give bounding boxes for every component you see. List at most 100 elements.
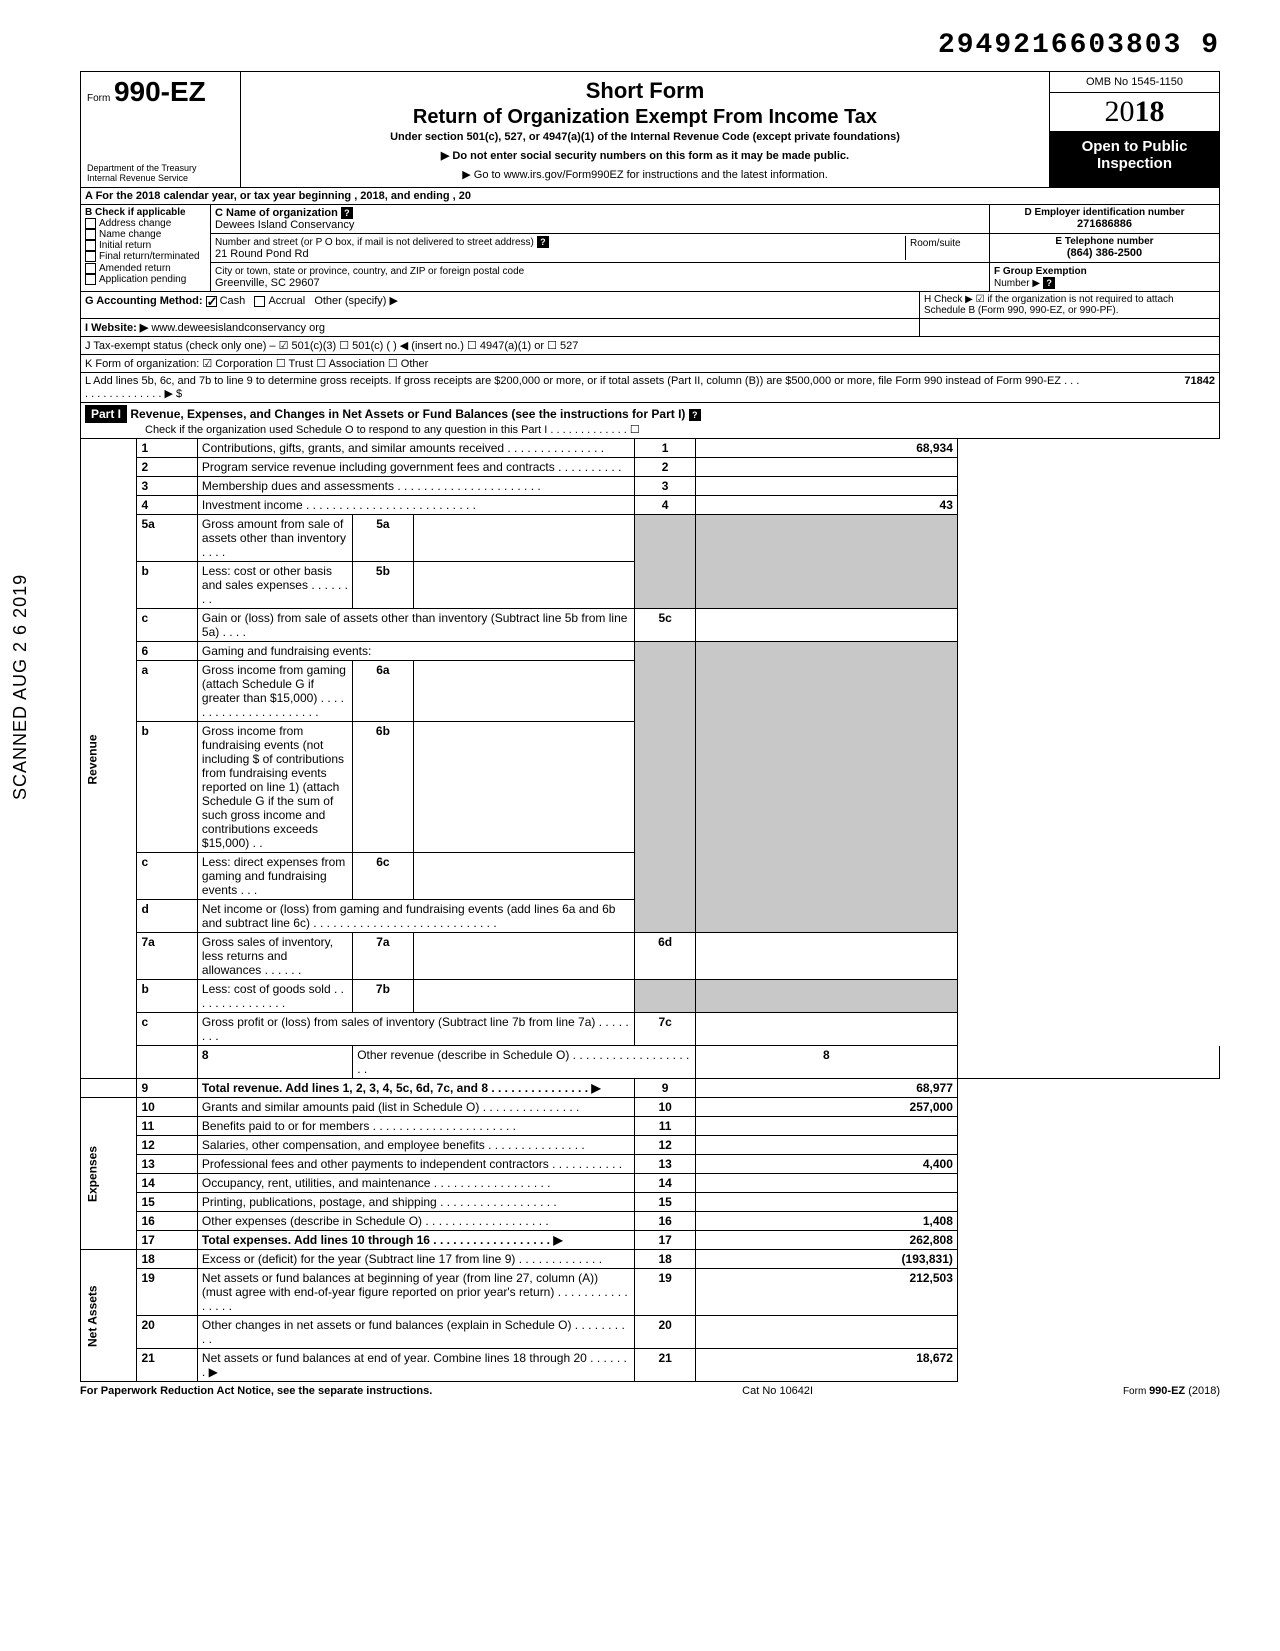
line-8-desc: Other revenue (describe in Schedule O) .… (353, 1046, 696, 1079)
check-final-return[interactable] (85, 251, 96, 262)
side-revenue-end (137, 1046, 197, 1079)
line-11-box: 11 (635, 1117, 695, 1136)
line-6c-ibox: 6c (353, 853, 413, 900)
row-i-label: I Website: ▶ (85, 322, 148, 334)
line-21-val: 18,672 (695, 1349, 957, 1382)
line-2-num: 2 (137, 458, 197, 477)
check-cash[interactable] (206, 296, 217, 307)
line-5b-num: b (137, 562, 197, 609)
help-icon[interactable]: ? (341, 207, 353, 219)
form-number: 990-EZ (114, 76, 206, 107)
line-1-desc: Contributions, gifts, grants, and simila… (197, 439, 634, 458)
line-14-desc: Occupancy, rent, utilities, and maintena… (197, 1174, 634, 1193)
line-17-desc: Total expenses. Add lines 10 through 16 … (197, 1231, 634, 1250)
row-j: J Tax-exempt status (check only one) – ☑… (81, 337, 1219, 354)
line-6d-num: d (137, 900, 197, 933)
line-10-desc: Grants and similar amounts paid (list in… (197, 1098, 634, 1117)
label-address-change: Address change (99, 218, 171, 229)
line-14-num: 14 (137, 1174, 197, 1193)
check-accrual[interactable] (254, 296, 265, 307)
ein-value: 271686886 (994, 218, 1215, 230)
part1-check-line: Check if the organization used Schedule … (85, 423, 1215, 436)
line-7c-val (695, 1013, 957, 1046)
line-4-num: 4 (137, 496, 197, 515)
line-20-desc: Other changes in net assets or fund bala… (197, 1316, 634, 1349)
help-icon[interactable]: ? (689, 409, 701, 421)
line-5c-num: c (137, 609, 197, 642)
line-1-val: 68,934 (695, 439, 957, 458)
footer-left: For Paperwork Reduction Act Notice, see … (80, 1385, 432, 1397)
label-name-change: Name change (99, 229, 161, 240)
line-6a-desc: Gross income from gaming (attach Schedul… (197, 661, 352, 722)
line-2-desc: Program service revenue including govern… (197, 458, 634, 477)
line-5c-val (695, 609, 957, 642)
line-6b-num: b (137, 722, 197, 853)
label-cash: Cash (220, 295, 246, 307)
side-revenue: Revenue (81, 439, 137, 1079)
line-7c-box: 7c (635, 1013, 695, 1046)
line-7a-desc: Gross sales of inventory, less returns a… (197, 933, 352, 980)
footer: For Paperwork Reduction Act Notice, see … (80, 1382, 1220, 1400)
open-to-public: Open to Public Inspection (1050, 132, 1219, 187)
line-7b-num: b (137, 980, 197, 1013)
help-icon[interactable]: ? (537, 236, 549, 248)
line-19-box: 19 (635, 1269, 695, 1316)
line-6b-desc: Gross income from fundraising events (no… (197, 722, 352, 853)
line-6a-num: a (137, 661, 197, 722)
line-5b-ibox: 5b (353, 562, 413, 609)
block-e-label: E Telephone number (994, 236, 1215, 247)
row-k: K Form of organization: ☑ Corporation ☐ … (81, 355, 1219, 372)
line-7c-desc: Gross profit or (loss) from sales of inv… (197, 1013, 634, 1046)
line-16-num: 16 (137, 1212, 197, 1231)
line-13-box: 13 (635, 1155, 695, 1174)
line-16-desc: Other expenses (describe in Schedule O) … (197, 1212, 634, 1231)
line-6b-ibox: 6b (353, 722, 413, 853)
line-17-num: 17 (137, 1231, 197, 1250)
block-f-label: F Group Exemption (994, 266, 1087, 277)
line-2-val (695, 458, 957, 477)
line-14-box: 14 (635, 1174, 695, 1193)
line-9-box: 9 (635, 1079, 695, 1098)
line-13-val: 4,400 (695, 1155, 957, 1174)
line-7a-ibox: 7a (353, 933, 413, 980)
line-7c-num: c (137, 1013, 197, 1046)
instructions-link: ▶ Go to www.irs.gov/Form990EZ for instru… (249, 168, 1041, 181)
line-3-desc: Membership dues and assessments . . . . … (197, 477, 634, 496)
line-6c-num: c (137, 853, 197, 900)
line-9-desc: Total revenue. Add lines 1, 2, 3, 4, 5c,… (197, 1079, 634, 1098)
line-11-num: 11 (137, 1117, 197, 1136)
line-11-desc: Benefits paid to or for members . . . . … (197, 1117, 634, 1136)
line-19-num: 19 (137, 1269, 197, 1316)
line-18-num: 18 (137, 1250, 197, 1269)
block-c-label: C Name of organization (215, 207, 338, 219)
line-18-desc: Excess or (deficit) for the year (Subtra… (197, 1250, 634, 1269)
line-3-box: 3 (635, 477, 695, 496)
help-icon[interactable]: ? (1043, 277, 1055, 289)
line-1-box: 1 (635, 439, 695, 458)
check-address-change[interactable] (85, 218, 96, 229)
part1-title: Revenue, Expenses, and Changes in Net As… (130, 407, 685, 421)
line-6-desc: Gaming and fundraising events: (197, 642, 634, 661)
footer-right: Form 990-EZ (2018) (1123, 1385, 1220, 1397)
check-application-pending[interactable] (85, 274, 96, 285)
line-8-box: 8 (695, 1046, 957, 1079)
label-final-return: Final return/terminated (99, 252, 200, 263)
line-5a-desc: Gross amount from sale of assets other t… (197, 515, 352, 562)
check-initial-return[interactable] (85, 240, 96, 251)
line-7b-desc: Less: cost of goods sold . . . . . . . .… (197, 980, 352, 1013)
return-subtitle: Under section 501(c), 527, or 4947(a)(1)… (249, 131, 1041, 143)
form-header: Form 990-EZ Department of the Treasury I… (80, 71, 1220, 188)
check-amended-return[interactable] (85, 263, 96, 274)
footer-mid: Cat No 10642I (742, 1385, 813, 1397)
check-name-change[interactable] (85, 229, 96, 240)
address-label: Number and street (or P O box, if mail i… (215, 237, 534, 248)
line-8-num: 8 (197, 1046, 352, 1079)
line-7b-ibox: 7b (353, 980, 413, 1013)
line-5a-ibox: 5a (353, 515, 413, 562)
line-10-val: 257,000 (695, 1098, 957, 1117)
line-15-desc: Printing, publications, postage, and shi… (197, 1193, 634, 1212)
row-h-cont (919, 319, 1219, 336)
short-form-title: Short Form (249, 78, 1041, 104)
line-6a-ibox: 6a (353, 661, 413, 722)
line-2-box: 2 (635, 458, 695, 477)
